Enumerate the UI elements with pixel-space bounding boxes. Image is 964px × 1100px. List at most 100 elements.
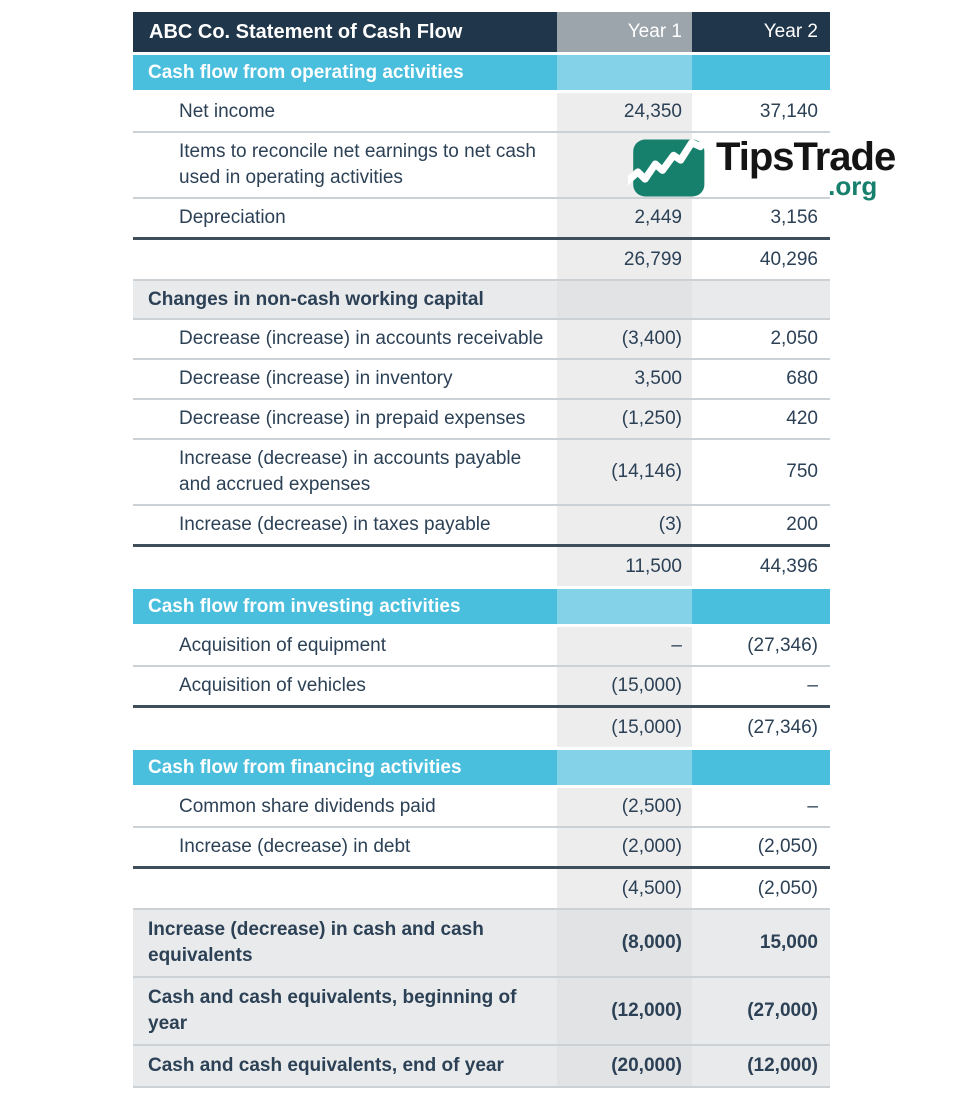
table-row: Increase (decrease) in accounts payable …: [133, 440, 830, 506]
cashflow-statement-table: ABC Co. Statement of Cash Flow Year 1 Ye…: [133, 12, 830, 1088]
trend-up-icon: [628, 134, 708, 197]
year2-value: 3,156: [770, 207, 818, 228]
year2-value: –: [807, 796, 818, 817]
year1-value: (15,000): [557, 667, 692, 705]
year2-value: 420: [786, 408, 818, 429]
logo-tld: .org: [828, 171, 878, 201]
cashflow-table-body: Cash flow from operating activities Net i…: [133, 55, 830, 1088]
year1-value: (2,500): [557, 788, 692, 826]
year1-value: (3,400): [557, 320, 692, 358]
year2-value: (12,000): [747, 1055, 818, 1076]
year1-value: (14,146): [557, 440, 692, 504]
year2-value: (2,050): [757, 877, 818, 899]
summary-row: Increase (decrease) in cash and cash equ…: [133, 910, 830, 978]
year1-value: 11,500: [557, 547, 692, 586]
tipstrade-logo: TipsTrade .org: [628, 134, 896, 202]
row-label: Decrease (increase) in prepaid expenses: [179, 408, 526, 429]
row-label: Items to reconcile net earnings to net c…: [179, 141, 536, 188]
year1-value: [557, 281, 692, 318]
year1-value: –: [557, 627, 692, 665]
table-row: Common share dividends paid (2,500) –: [133, 788, 830, 828]
row-label: Cash flow from investing activities: [148, 595, 461, 617]
year2-value: 750: [786, 461, 818, 482]
year1-value: 2,449: [557, 199, 692, 237]
year1-value: (20,000): [557, 1046, 692, 1086]
table-row: Decrease (increase) in prepaid expenses (…: [133, 400, 830, 440]
row-label: Net income: [179, 101, 276, 122]
year2-value: –: [807, 675, 818, 696]
table-row: Acquisition of equipment – (27,346): [133, 627, 830, 667]
year1-value: (15,000): [557, 708, 692, 747]
year2-value: 37,140: [759, 101, 818, 122]
year2-value: 680: [786, 368, 818, 389]
year2-value: 40,296: [759, 248, 818, 270]
year2-value: 200: [786, 514, 818, 535]
section-header-row: Cash flow from operating activities: [133, 55, 830, 90]
year1-value: (1,250): [557, 400, 692, 438]
row-label: Increase (decrease) in debt: [179, 836, 411, 857]
subtotal-row: 11,500 44,396: [133, 547, 830, 586]
row-label: Cash flow from operating activities: [148, 61, 464, 83]
table-row: Depreciation 2,449 3,156: [133, 199, 830, 240]
year2-value: [692, 589, 830, 624]
year2-value: (27,000): [747, 1000, 818, 1021]
year1-value: [557, 589, 692, 624]
row-label: [133, 869, 557, 908]
year1-value: 26,799: [557, 240, 692, 279]
row-label: Depreciation: [179, 207, 286, 228]
row-label: Cash flow from financing activities: [148, 756, 462, 778]
subtotal-row: 26,799 40,296: [133, 240, 830, 281]
row-label: Cash and cash equivalents, end of year: [148, 1055, 504, 1076]
logo-name: TipsTrade: [716, 135, 896, 179]
row-label: Increase (decrease) in cash and cash equ…: [148, 919, 484, 966]
year1-value: [557, 55, 692, 90]
row-label: Increase (decrease) in taxes payable: [179, 514, 491, 535]
year1-value: 3,500: [557, 360, 692, 398]
year1-value: (2,000): [557, 828, 692, 866]
year1-value: (8,000): [557, 910, 692, 976]
year1-value: (3): [557, 506, 692, 544]
year2-value: (27,346): [747, 716, 818, 738]
year2-value: (2,050): [757, 836, 818, 857]
row-label: [133, 240, 557, 279]
year2-value: 15,000: [759, 932, 818, 953]
year1-value: (4,500): [557, 869, 692, 908]
summary-row: Cash and cash equivalents, beginning of …: [133, 978, 830, 1046]
row-label: Cash and cash equivalents, beginning of …: [148, 987, 517, 1034]
column-header-year2: Year 2: [692, 12, 830, 52]
row-label: Common share dividends paid: [179, 796, 436, 817]
column-header-year1: Year 1: [557, 12, 692, 52]
row-label: Decrease (increase) in accounts receivab…: [179, 328, 544, 349]
table-row: Decrease (increase) in inventory 3,500 680: [133, 360, 830, 400]
year2-value: 44,396: [759, 555, 818, 577]
section-header-row: Cash flow from investing activities: [133, 589, 830, 624]
row-label: [133, 708, 557, 747]
year1-value: [557, 750, 692, 785]
row-label: Changes in non-cash working capital: [148, 288, 484, 310]
row-label: Acquisition of equipment: [179, 635, 387, 656]
year2-value: 2,050: [770, 328, 818, 349]
row-label: Acquisition of vehicles: [179, 675, 366, 696]
row-label: Increase (decrease) in accounts payable …: [179, 448, 522, 495]
year2-value: [692, 750, 830, 785]
logo-text: TipsTrade .org: [716, 134, 896, 201]
year1-value: (12,000): [557, 978, 692, 1044]
section-header-row: Cash flow from financing activities: [133, 750, 830, 785]
summary-row: Cash and cash equivalents, end of year (2…: [133, 1046, 830, 1088]
subheader-row: Changes in non-cash working capital: [133, 281, 830, 320]
year2-value: (27,346): [747, 635, 818, 656]
table-title: ABC Co. Statement of Cash Flow: [149, 21, 463, 43]
subtotal-row: (4,500) (2,050): [133, 869, 830, 910]
table-row: Acquisition of vehicles (15,000) –: [133, 667, 830, 708]
table-row: Decrease (increase) in accounts receivab…: [133, 320, 830, 360]
table-row: Net income 24,350 37,140: [133, 93, 830, 133]
table-row: Increase (decrease) in taxes payable (3) 2…: [133, 506, 830, 547]
subtotal-row: (15,000) (27,346): [133, 708, 830, 747]
year2-value: [692, 281, 830, 318]
row-label: Decrease (increase) in inventory: [179, 368, 453, 389]
table-title-row: ABC Co. Statement of Cash Flow Year 1 Ye…: [133, 12, 830, 52]
year2-value: [692, 55, 830, 90]
year1-value: 24,350: [557, 93, 692, 131]
table-row: Increase (decrease) in debt (2,000) (2,050…: [133, 828, 830, 869]
